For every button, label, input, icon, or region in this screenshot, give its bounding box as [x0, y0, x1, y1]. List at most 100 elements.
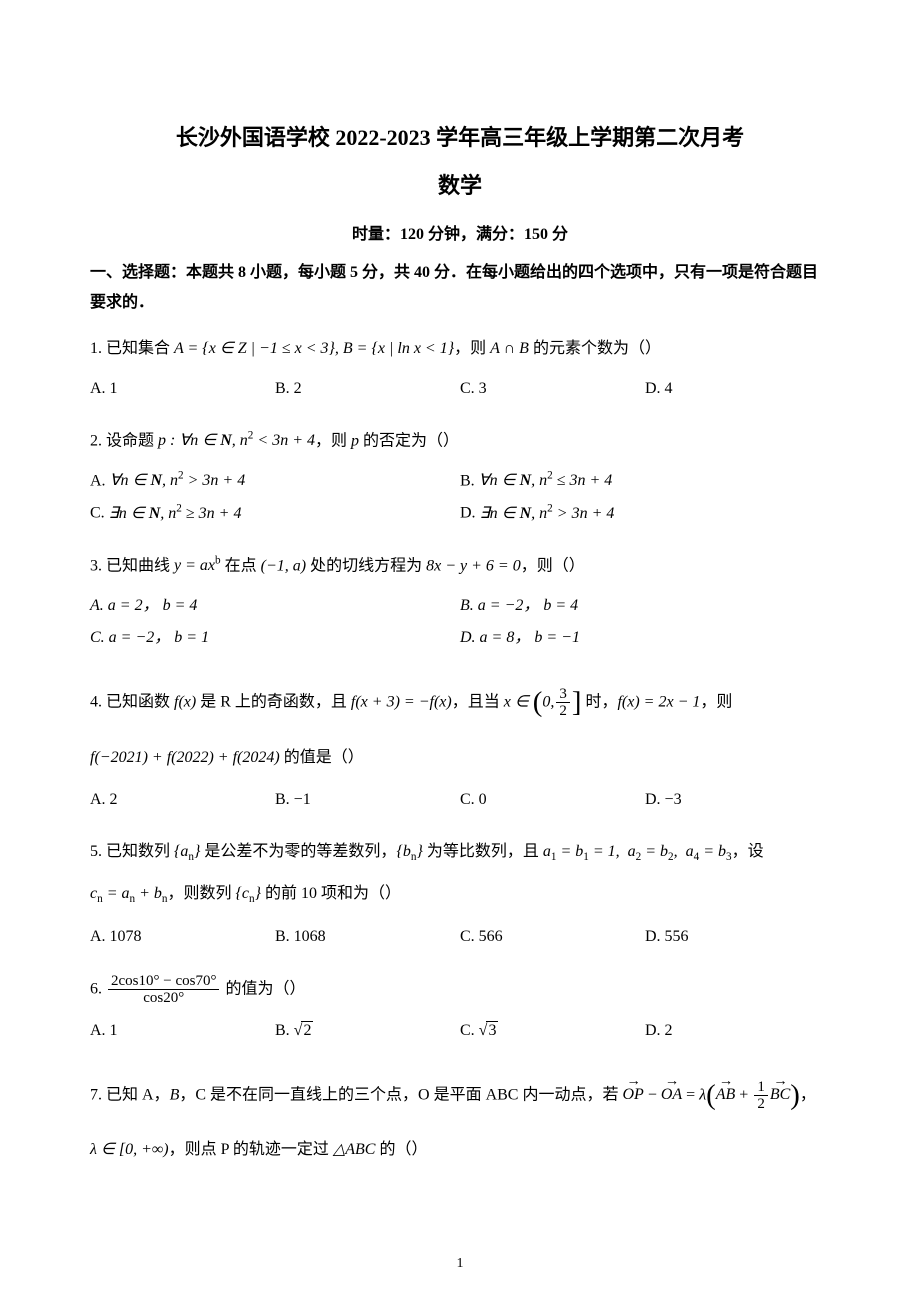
q7-t4: 的（） — [375, 1141, 427, 1158]
q4-frac: 32 — [556, 686, 570, 720]
q3-stem: 3. 已知曲线 y = axb 在点 (−1, a) 处的切线方程为 8x − … — [90, 550, 830, 582]
q3-e1: y = axb — [174, 557, 221, 574]
q1-opt-d: D. 4 — [645, 373, 830, 405]
q4-opt-d: D. −3 — [645, 784, 830, 816]
q3-options: A. a = 2， b = 4 B. a = −2， b = 4 C. a = … — [90, 590, 830, 654]
q2-options: A. ∀n ∈ N, n2 > 3n + 4 B. ∀n ∈ N, n2 ≤ 3… — [90, 465, 830, 530]
question-1: 1. 已知集合 A = {x ∈ Z | −1 ≤ x < 3}, B = {x… — [90, 333, 830, 405]
q7-line2: λ ∈ [0, +∞)，则点 P 的轨迹一定过 △ABC 的（） — [90, 1134, 830, 1166]
minus-icon: − — [644, 1086, 661, 1103]
q7-half: 12 — [754, 1079, 768, 1113]
question-7: 7. 已知 A，B，C 是不在同一直线上的三个点，O 是平面 ABC 内一动点，… — [90, 1067, 830, 1167]
q2-c-math: ∃n ∈ N, n2 ≥ 3n + 4 — [109, 505, 242, 522]
lparen-big-icon: ( — [706, 1079, 716, 1111]
q5-t1: 是公差不为零的等差数列， — [200, 843, 396, 860]
vec-ab: AB — [716, 1079, 736, 1111]
q2-num: 2. — [90, 432, 102, 449]
q5-opt-d: D. 556 — [645, 921, 830, 953]
q5-bn: {bn} — [396, 843, 422, 860]
q2-pre: 设命题 — [106, 432, 158, 449]
q6-num: 6. — [90, 981, 102, 998]
q2-stem: 2. 设命题 p : ∀n ∈ N, n2 < 3n + 4，则 p 的否定为（… — [90, 425, 830, 457]
q5-stem: 5. 已知数列 {an} 是公差不为零的等差数列，{bn} 为等比数列，且 a1… — [90, 836, 830, 869]
q5-pre: 已知数列 — [106, 843, 174, 860]
q2-a-pre: A. — [90, 472, 110, 489]
q2-d-pre: D. — [460, 505, 480, 522]
q1-opt-c: C. 3 — [460, 373, 645, 405]
q6-b-pre: B. — [275, 1022, 294, 1039]
q5-num: 5. — [90, 843, 102, 860]
q1-expr: A = {x ∈ Z | −1 ≤ x < 3}, B = {x | ln x … — [174, 340, 454, 357]
plus-icon: + — [735, 1086, 752, 1103]
q2-post: 的否定为（） — [359, 432, 459, 449]
q2-opt-b: B. ∀n ∈ N, n2 ≤ 3n + 4 — [460, 465, 830, 497]
q3-num: 3. — [90, 557, 102, 574]
q2-b-pre: B. — [460, 472, 479, 489]
q7-range: λ ∈ [0, +∞) — [90, 1141, 169, 1158]
vec-op: OP — [622, 1079, 643, 1111]
q4-opt-c: C. 0 — [460, 784, 645, 816]
q1-expr2: A ∩ B — [490, 340, 529, 357]
q4-xv: x ∈ — [504, 694, 529, 711]
q6-c-pre: C. — [460, 1022, 479, 1039]
q3-m1: 在点 — [221, 557, 261, 574]
q5-line2: cn = an + bn，则数列 {cn} 的前 10 项和为（） — [90, 878, 830, 911]
q4-options: A. 2 B. −1 C. 0 D. −3 — [90, 784, 830, 816]
page-number: 1 — [0, 1256, 920, 1272]
q5-cond: a1 = b1 = 1, a2 = b2, a4 = b3 — [543, 843, 732, 860]
q4-fd: 2 — [556, 703, 570, 720]
question-4: 4. 已知函数 f(x) 是 R 上的奇函数，且 f(x + 3) = −f(x… — [90, 674, 830, 816]
q7-hn: 1 — [754, 1079, 768, 1097]
q7-t3: ，则点 P 的轨迹一定过 — [169, 1141, 333, 1158]
q2-d-math: ∃n ∈ N, n2 > 3n + 4 — [480, 505, 615, 522]
q7-t1: 已知 A， — [106, 1086, 170, 1103]
question-2: 2. 设命题 p : ∀n ∈ N, n2 < 3n + 4，则 p 的否定为（… — [90, 425, 830, 530]
time-info: 时量：120 分钟，满分：150 分 — [90, 220, 830, 244]
q4-num: 4. — [90, 694, 102, 711]
q5-t5: 的前 10 项和为（） — [261, 885, 401, 902]
eq-icon: = — [682, 1086, 699, 1103]
vec-oa: OA — [661, 1079, 682, 1111]
q2-b-math: ∀n ∈ N, n2 ≤ 3n + 4 — [479, 472, 613, 489]
q1-options: A. 1 B. 2 C. 3 D. 4 — [90, 373, 830, 405]
q3-eq: 8x − y + 6 = 0 — [426, 557, 521, 574]
q7-stem: 7. 已知 A，B，C 是不在同一直线上的三个点，O 是平面 ABC 内一动点，… — [90, 1067, 830, 1125]
q4-l2: f(−2021) + f(2022) + f(2024) — [90, 749, 280, 766]
q4-il: 0, — [542, 694, 554, 711]
q6-stem: 6. 2cos10° − cos70° cos20° 的值为（） — [90, 973, 830, 1007]
lparen-icon: ( — [533, 686, 543, 718]
q1-pre: 已知集合 — [106, 340, 174, 357]
q6-fn: 2cos10° − cos70° — [108, 973, 219, 991]
q5-t3: ，设 — [732, 843, 764, 860]
q2-opt-a: A. ∀n ∈ N, n2 > 3n + 4 — [90, 465, 460, 497]
q4-t2: ，且当 — [452, 694, 504, 711]
q6-c-sqrt: 3 — [486, 1021, 498, 1039]
q5-opt-c: C. 566 — [460, 921, 645, 953]
q2-c-pre: C. — [90, 505, 109, 522]
q6-opt-a: A. 1 — [90, 1015, 275, 1047]
q2-opt-c: C. ∃n ∈ N, n2 ≥ 3n + 4 — [90, 497, 460, 529]
q4-fx: f(x) — [174, 694, 196, 711]
q2-mid: ，则 — [315, 432, 351, 449]
q4-fx3: f(x + 3) = −f(x) — [351, 694, 452, 711]
q3-opt-b: B. a = −2， b = 4 — [460, 590, 830, 622]
q4-pre: 已知函数 — [106, 694, 174, 711]
q5-opt-b: B. 1068 — [275, 921, 460, 953]
q3-pre: 已知曲线 — [106, 557, 174, 574]
q5-opt-a: A. 1078 — [90, 921, 275, 953]
q6-options: A. 1 B. √2 C. √3 D. 2 — [90, 1015, 830, 1047]
exam-title: 长沙外国语学校 2022-2023 学年高三年级上学期第二次月考 — [90, 120, 830, 152]
q4-stem: 4. 已知函数 f(x) 是 R 上的奇函数，且 f(x + 3) = −f(x… — [90, 674, 830, 732]
q1-post: ，则 — [454, 340, 490, 357]
q5-cn: cn = an + bn — [90, 885, 167, 902]
q6-b-sqrt: 2 — [301, 1021, 313, 1039]
q4-t3: 时， — [585, 694, 617, 711]
q2-p: p — [351, 432, 359, 449]
q3-opt-a: A. a = 2， b = 4 — [90, 590, 460, 622]
q5-an: {an} — [174, 843, 200, 860]
rparen-big-icon: ) — [790, 1079, 800, 1111]
q4-opt-b: B. −1 — [275, 784, 460, 816]
q2-opt-d: D. ∃n ∈ N, n2 > 3n + 4 — [460, 497, 830, 529]
q7-num: 7. — [90, 1086, 102, 1103]
q4-line2: f(−2021) + f(2022) + f(2024) 的值是（） — [90, 742, 830, 774]
